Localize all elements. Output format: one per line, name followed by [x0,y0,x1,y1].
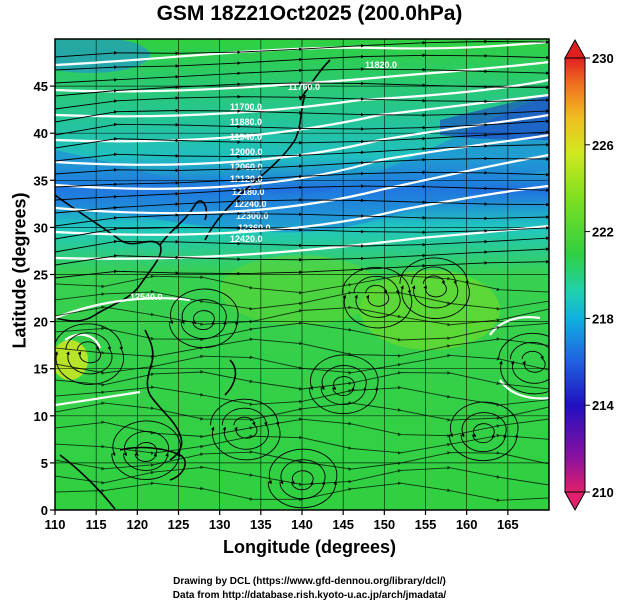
x-tick-label: 145 [332,517,354,532]
colorbar-tick-label: 226 [592,138,614,153]
y-tick-label: 0 [41,503,48,518]
y-tick-label: 30 [34,220,48,235]
x-tick-label: 155 [415,517,437,532]
streamline [498,332,549,395]
streamline [55,481,549,502]
streamline [55,353,549,375]
x-tick-label: 165 [497,517,519,532]
y-axis-label: Latitude (degrees) [9,192,30,349]
x-tick-label: 140 [291,517,313,532]
streamline [55,94,549,110]
contour-label: 12540.0 [130,292,163,302]
streamline [55,198,549,214]
streamline [55,417,549,439]
colorbar-tick-label: 218 [592,311,614,326]
streamline [55,170,549,188]
credit-drawing: Drawing by DCL (https://www.gfd-dennou.o… [173,576,446,587]
x-tick-label: 130 [209,517,231,532]
contour-label: 12060.0 [230,162,263,172]
colorbar-tick-label: 222 [592,225,614,240]
streamline [55,53,549,71]
colorbar-gradient [564,57,586,493]
contour-label: 12180.0 [232,187,265,197]
colorbar-tick-label: 214 [592,398,614,413]
y-tick-label: 45 [34,79,48,94]
streamline [509,341,549,384]
y-tick-label: 25 [34,268,48,283]
y-tick-label: 40 [34,126,48,141]
streamline [55,211,549,227]
colorbar: 230 226 222 218 214 210 [564,38,614,512]
map-plot-area: 11820.0 11700.0 11760.0 11880.0 11940.0 … [55,39,549,510]
chart-title: GSM 18Z21Oct2025 (200.0hPa) [156,2,463,25]
streamline [55,67,549,84]
credit-data: Data from http://database.rish.kyoto-u.a… [172,590,447,601]
streamline [55,321,549,342]
x-tick-label: 120 [126,517,148,532]
contour-label: 11940.0 [230,132,262,142]
streamline [55,236,549,253]
streamline [55,156,549,175]
contour-label: 12420.0 [230,234,263,244]
x-tick-label: 150 [373,517,395,532]
streamline [55,259,549,279]
x-tick-label: 125 [168,517,190,532]
streamline [55,142,549,162]
x-tick-label: 135 [250,517,272,532]
x-tick-label: 115 [86,517,107,532]
streamline [55,81,549,97]
y-tick-label: 15 [34,362,48,377]
colorbar-max-arrow [564,38,586,59]
contour-label: 11880.0 [230,117,262,127]
y-tick-label: 10 [34,409,48,424]
streamline [55,184,549,201]
colorbar-min-arrow [564,491,586,512]
streamline [55,119,549,136]
x-tick-label: 110 [45,517,66,532]
contour-label: 11820.0 [365,60,397,70]
contour-label: 12300.0 [236,211,269,221]
colorbar-tick-label: 230 [592,51,614,66]
streamline [55,225,549,240]
streamline [55,108,549,123]
streamlines [55,39,549,509]
y-tick-label: 20 [34,315,48,330]
streamline [55,289,549,311]
streamline [55,39,549,58]
y-tick-label: 5 [41,456,48,471]
x-axis-ticks: 110 115 120 125 130 135 140 145 150 155 160 165 [45,510,519,532]
streamline [55,130,549,149]
contour-label: 11700.0 [230,102,262,112]
colorbar-tick-label: 210 [592,485,614,500]
y-axis-ticks: 0 5 10 15 20 25 30 35 40 45 [34,79,55,518]
x-axis-label: Longitude (degrees) [222,537,396,557]
contour-label: 12000.0 [230,147,263,157]
y-tick-label: 35 [34,173,48,188]
streamline [55,247,549,266]
x-tick-label: 160 [456,517,478,532]
